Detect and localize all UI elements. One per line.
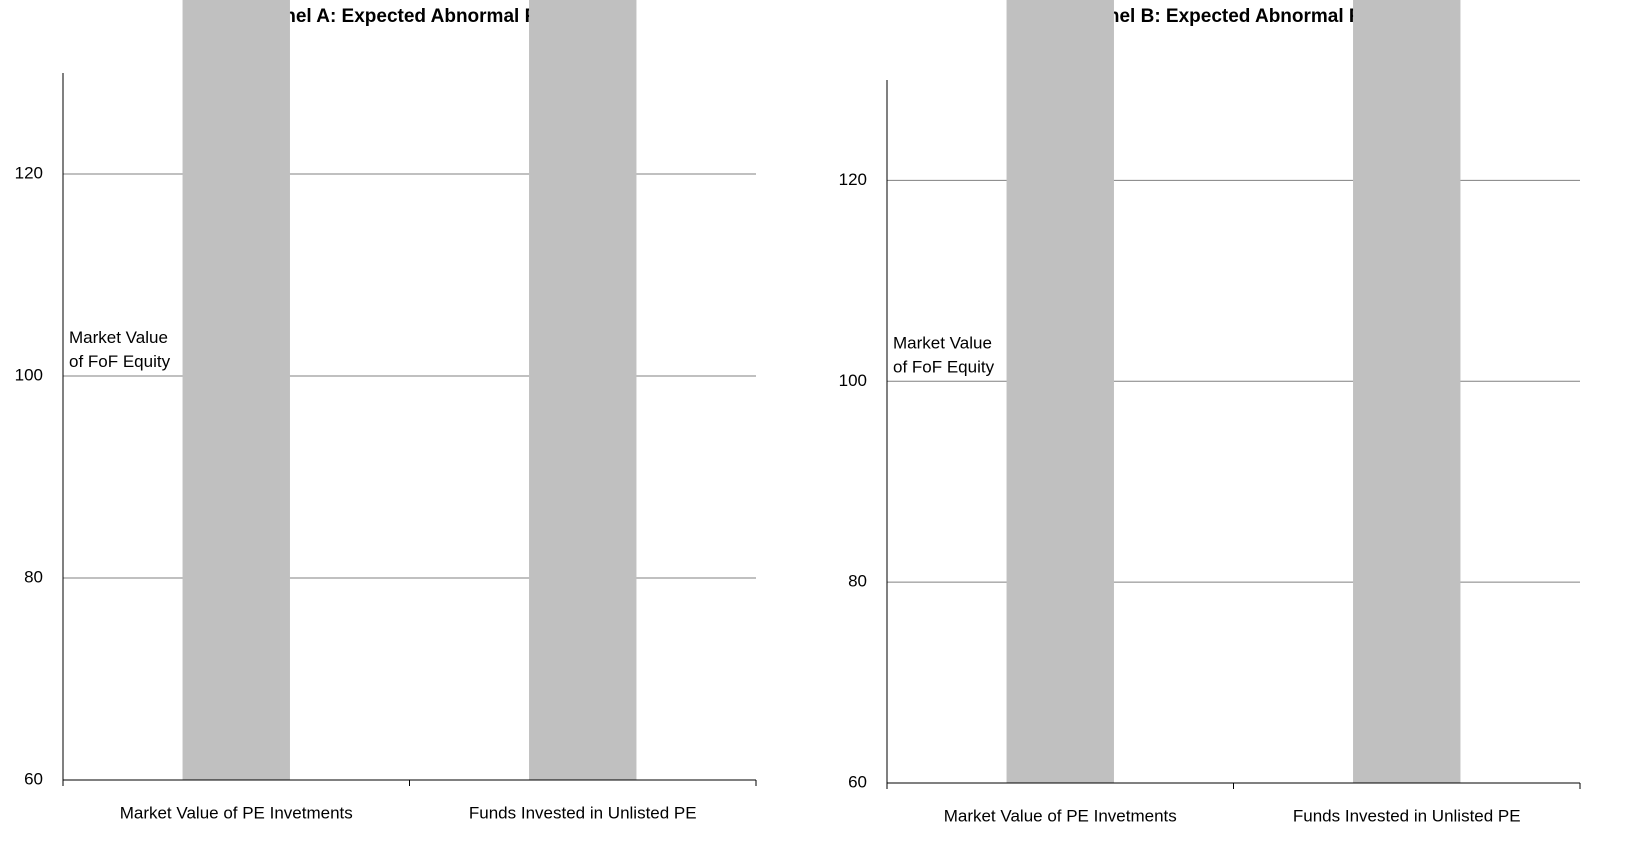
y-tick-label: 100 <box>15 365 43 384</box>
y-tick-label: 60 <box>848 772 867 791</box>
series-label: Market Value of FoF Equity <box>893 334 995 377</box>
y-tick-label: 80 <box>24 567 43 586</box>
series-label-line: Market Value <box>69 328 168 347</box>
series-label-line: of FoF Equity <box>69 352 171 371</box>
y-tick-label: 120 <box>15 163 43 182</box>
series-label-line: of FoF Equity <box>893 358 995 377</box>
bar-segment <box>1006 0 1114 784</box>
x-tick-label: Market Value of PE Invetments <box>120 803 353 822</box>
x-tick-label: Market Value of PE Invetments <box>944 806 1177 825</box>
x-tick-label: Funds Invested in Unlisted PE <box>469 803 697 822</box>
y-tick-label: 120 <box>839 170 867 189</box>
y-tick-label: 60 <box>24 769 43 788</box>
series-label: Market Value of FoF Equity <box>69 328 171 371</box>
bar-segment <box>182 0 290 780</box>
bar-segment <box>1353 0 1461 783</box>
x-tick-label: Funds Invested in Unlisted PE <box>1293 806 1521 825</box>
y-tick-label: 100 <box>839 371 867 390</box>
chart-title: Panel A: Expected Abnormal Return > 0 <box>261 6 618 27</box>
y-tick-label: 80 <box>848 572 867 591</box>
bar-segment <box>529 0 637 780</box>
chart-title: Panel B: Expected Abnormal Return < 0 <box>1085 6 1443 27</box>
series-label-line: Market Value <box>893 334 992 353</box>
